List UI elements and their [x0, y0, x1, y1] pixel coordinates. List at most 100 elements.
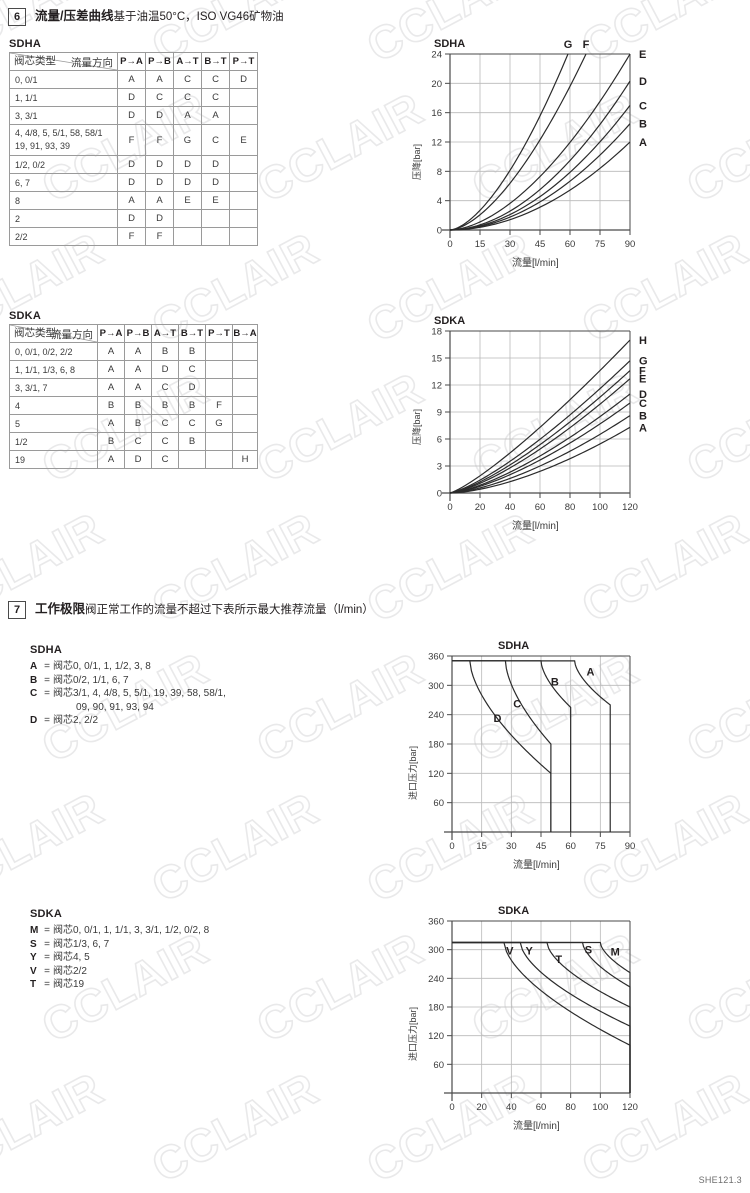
- table-row-label: 4: [9, 396, 98, 415]
- section-6-subtitle: 基于油温50°C，ISO VG46矿物油: [113, 11, 284, 23]
- tick-label-x: 100: [592, 1102, 608, 1113]
- table-cell: B: [97, 432, 125, 451]
- tick-label-y: 0: [437, 489, 442, 500]
- table-cell: D: [117, 209, 146, 228]
- table-row-label: 6, 7: [9, 173, 118, 192]
- table-cell: [173, 209, 202, 228]
- tick-label-y: 120: [428, 769, 444, 780]
- curve-A: [452, 660, 611, 832]
- curve-A: [449, 426, 631, 494]
- table-cell: [201, 209, 230, 228]
- curve-label-C: C: [513, 698, 521, 710]
- table-cell: D: [145, 173, 174, 192]
- watermark-text: CCLAIR: [0, 1061, 112, 1193]
- tick-label-y: 6: [437, 435, 442, 446]
- curve-C: [452, 660, 552, 832]
- section-6-header: 6 流量/压差曲线基于油温50°C，ISO VG46矿物油: [8, 8, 608, 26]
- curve-label-V: V: [506, 945, 514, 957]
- chart-title: SDKA: [498, 905, 530, 917]
- tick-label-y: 15: [431, 354, 442, 365]
- tick-label-y: 180: [428, 740, 444, 751]
- tick-label-x: 30: [505, 239, 516, 250]
- legend-item-key: D: [30, 715, 38, 726]
- table-cell: B: [178, 396, 206, 415]
- table-cell: C: [124, 432, 152, 451]
- table-cell: G: [173, 124, 202, 156]
- table-cell: A: [201, 106, 230, 125]
- table-corner-col-title: 流量方向: [71, 57, 113, 69]
- table-cell: [232, 414, 258, 433]
- table-cell: D: [124, 450, 152, 469]
- table-row-label-line1: 4, 4/8, 5, 5/1, 58, 58/1: [15, 128, 103, 138]
- table-row: 2/2 F F: [9, 227, 258, 246]
- legend-item-value: 阀芯4, 5: [53, 952, 90, 963]
- tick-label-y: 360: [428, 652, 444, 663]
- table-cell: A: [173, 106, 202, 125]
- table-cell: [229, 88, 258, 107]
- legend-item: S = 阀芯1/3, 6, 7: [30, 938, 350, 952]
- legend-item-equals: =: [44, 965, 50, 977]
- legend-item: D = 阀芯2, 2/2: [30, 714, 350, 728]
- diagonal-divider-icon: [10, 53, 117, 70]
- table-cell: D: [117, 173, 146, 192]
- legend-item-equals: =: [44, 952, 50, 963]
- table-cell: D: [201, 173, 230, 192]
- table-cell: D: [178, 378, 206, 397]
- legend-item-value: 阀芯0/2, 1/1, 6, 7: [53, 674, 129, 686]
- tick-label-y: 0: [437, 226, 442, 237]
- table-cell: D: [173, 173, 202, 192]
- legend-item-continuation: 09, 90, 91, 93, 94: [76, 701, 154, 713]
- chart-x-axis-label: 流量[l/min]: [513, 1121, 560, 1132]
- section-6-title-group: 流量/压差曲线基于油温50°C，ISO VG46矿物油: [35, 8, 284, 25]
- table-cell: D: [117, 88, 146, 107]
- tick-label-x: 60: [536, 1102, 547, 1113]
- tick-label-y: 300: [428, 681, 444, 692]
- chart-title: SDKA: [434, 315, 466, 327]
- table-row-label: 3, 3/1: [9, 106, 118, 125]
- curve-B: [452, 660, 572, 832]
- table-cell: B: [151, 342, 179, 361]
- table-column-header-1: P→A: [97, 324, 125, 343]
- tick-label-y: 16: [431, 108, 442, 119]
- tick-label-y: 24: [431, 50, 442, 61]
- legend-item-equals: =: [44, 715, 50, 726]
- table-row: 3, 3/1 D D A A: [9, 106, 258, 125]
- table-corner-row-title: 阀芯类型: [14, 55, 56, 67]
- tick-label-x: 60: [535, 502, 546, 513]
- curve-B: [449, 415, 631, 494]
- table-row: 1/2, 0/2 D D D D: [9, 155, 258, 174]
- tick-label-y: 300: [428, 945, 444, 956]
- legend-item-value: 阀芯19: [53, 979, 85, 990]
- tick-label-y: 18: [431, 327, 442, 338]
- tick-label-x: 40: [506, 1102, 517, 1113]
- table-cell: A: [97, 342, 125, 361]
- legend-item-key: T: [30, 979, 37, 990]
- curve-label-H: H: [639, 335, 647, 347]
- tick-label-x: 75: [595, 239, 606, 250]
- curve-label-C: C: [639, 100, 647, 112]
- chart-x-axis-label: 流量[l/min]: [512, 521, 559, 532]
- legend-item-value: 阀芯2, 2/2: [53, 715, 99, 726]
- tick-label-x: 120: [622, 502, 638, 513]
- legend-item-value: 阀芯3/1, 4, 4/8, 5, 5/1, 19, 39, 58, 58/1,: [53, 688, 226, 699]
- table-column-header-3: A→T: [173, 52, 202, 71]
- table-column-header-5: P→T: [205, 324, 233, 343]
- curve-Y: [452, 941, 631, 1093]
- tick-label-y: 3: [437, 462, 442, 473]
- legend-sdha-wrapper: SDHA A = 阀芯0, 0/1, 1, 1/2, 3, 8 B = 阀芯0/2, 1/…: [30, 644, 350, 728]
- chart-sdha-pressure-drop: SDHA 0 15 30 45 60 75 90 0 4 8 12 16 20 24 A B C D E F G 压降[ba…: [400, 30, 740, 275]
- table-cell: F: [117, 124, 146, 156]
- table-cell: [229, 106, 258, 125]
- curve-C: [449, 402, 631, 494]
- curve-S: [452, 941, 631, 1093]
- table-cell: C: [201, 70, 230, 89]
- table-cell: D: [117, 106, 146, 125]
- chart-y-axis-label: 压降[bar]: [412, 143, 422, 180]
- table-row-label: 0, 0/1, 0/2, 2/2: [9, 342, 98, 361]
- tick-label-x: 75: [595, 841, 606, 852]
- table-cell: [229, 209, 258, 228]
